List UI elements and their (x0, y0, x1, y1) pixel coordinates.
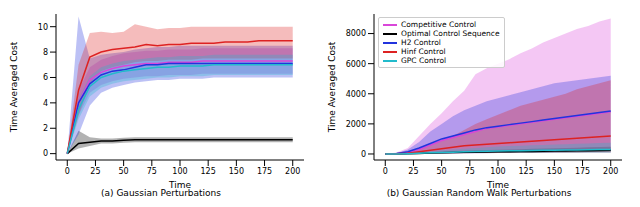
svg-text:Time: Time (486, 180, 509, 188)
svg-text:175: 175 (575, 167, 590, 176)
svg-text:8: 8 (43, 48, 48, 57)
svg-text:50: 50 (437, 167, 447, 176)
svg-text:200: 200 (285, 167, 300, 176)
svg-text:200: 200 (603, 167, 618, 176)
html-text:Hinf Control: Hinf Control (401, 47, 446, 56)
svg-text:8000: 8000 (346, 29, 366, 38)
svg-text:2000: 2000 (346, 120, 366, 129)
svg-text:6000: 6000 (346, 60, 366, 69)
svg-text:10: 10 (38, 23, 48, 32)
svg-text:100: 100 (490, 167, 505, 176)
svg-text:175: 175 (257, 167, 272, 176)
html-text:GPC Control: GPC Control (401, 56, 447, 65)
svg-text:Time: Time (168, 180, 191, 188)
svg-text:0: 0 (383, 167, 388, 176)
svg-text:25: 25 (90, 167, 100, 176)
svg-text:25: 25 (408, 167, 418, 176)
html-text:H2 Control: H2 Control (401, 38, 441, 47)
svg-text:0: 0 (43, 149, 48, 158)
svg-text:6: 6 (43, 73, 48, 82)
svg-text:4: 4 (43, 99, 48, 108)
svg-text:100: 100 (172, 167, 187, 176)
svg-text:75: 75 (465, 167, 475, 176)
svg-text:125: 125 (519, 167, 534, 176)
html-text:(b) Gaussian Random Walk Pertu: (b) Gaussian Random Walk Perturbations (386, 188, 572, 198)
svg-text:150: 150 (547, 167, 562, 176)
svg-text:150: 150 (229, 167, 244, 176)
svg-text:0: 0 (65, 167, 70, 176)
svg-text:2: 2 (43, 124, 48, 133)
svg-text:Time Averaged Cost: Time Averaged Cost (9, 41, 19, 133)
html-text:Competitive Control: Competitive Control (401, 20, 477, 29)
svg-text:0: 0 (361, 150, 366, 159)
svg-text:Time Averaged Cost: Time Averaged Cost (327, 41, 337, 133)
svg-text:125: 125 (201, 167, 216, 176)
html-text:(a) Gaussian Perturbations: (a) Gaussian Perturbations (101, 188, 221, 198)
svg-text:4000: 4000 (346, 90, 366, 99)
svg-text:75: 75 (147, 167, 157, 176)
svg-text:50: 50 (119, 167, 129, 176)
html-text:Optimal Control Sequence: Optimal Control Sequence (401, 29, 500, 38)
